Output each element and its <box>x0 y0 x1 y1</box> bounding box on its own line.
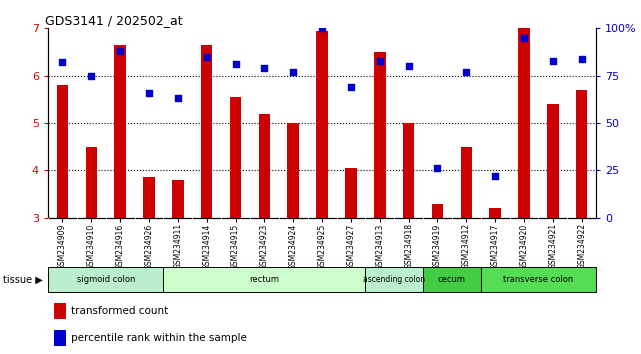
Bar <box>423 267 481 292</box>
Bar <box>316 31 328 218</box>
Point <box>547 58 558 63</box>
Bar <box>432 204 444 218</box>
Bar <box>490 208 501 218</box>
Text: sigmoid colon: sigmoid colon <box>76 275 135 284</box>
Point <box>490 173 500 179</box>
Point <box>461 69 471 75</box>
Bar <box>54 303 65 319</box>
Bar <box>143 177 154 218</box>
Point <box>317 25 327 31</box>
Bar <box>460 147 472 218</box>
Bar <box>576 90 587 218</box>
Bar <box>163 267 365 292</box>
Point <box>288 69 298 75</box>
Text: GDS3141 / 202502_at: GDS3141 / 202502_at <box>46 14 183 27</box>
Bar <box>287 123 299 218</box>
Bar <box>345 168 356 218</box>
Bar <box>56 85 68 218</box>
Text: percentile rank within the sample: percentile rank within the sample <box>71 332 247 343</box>
Point <box>404 63 414 69</box>
Bar <box>518 28 529 218</box>
Text: ascending colon: ascending colon <box>363 275 425 284</box>
Text: tissue ▶: tissue ▶ <box>3 275 43 285</box>
Bar <box>258 114 271 218</box>
Point <box>58 59 67 65</box>
Point <box>374 58 385 63</box>
Point <box>432 166 442 171</box>
Bar <box>374 52 385 218</box>
Bar <box>201 45 212 218</box>
Point <box>201 54 212 59</box>
Bar <box>114 45 126 218</box>
Bar <box>48 267 163 292</box>
Bar <box>229 97 241 218</box>
Text: transformed count: transformed count <box>71 306 169 316</box>
Point <box>172 96 183 101</box>
Bar <box>172 180 183 218</box>
Bar <box>86 147 97 218</box>
Point <box>144 90 154 96</box>
Point <box>576 56 587 62</box>
Text: rectum: rectum <box>249 275 279 284</box>
Point <box>230 62 240 67</box>
Bar <box>481 267 596 292</box>
Bar <box>365 267 423 292</box>
Point <box>115 48 125 54</box>
Point <box>345 84 356 90</box>
Point <box>86 73 96 79</box>
Point <box>259 65 269 71</box>
Bar <box>547 104 558 218</box>
Text: cecum: cecum <box>438 275 466 284</box>
Bar <box>403 123 414 218</box>
Point <box>519 35 529 41</box>
Text: transverse colon: transverse colon <box>503 275 574 284</box>
Bar <box>54 330 65 346</box>
